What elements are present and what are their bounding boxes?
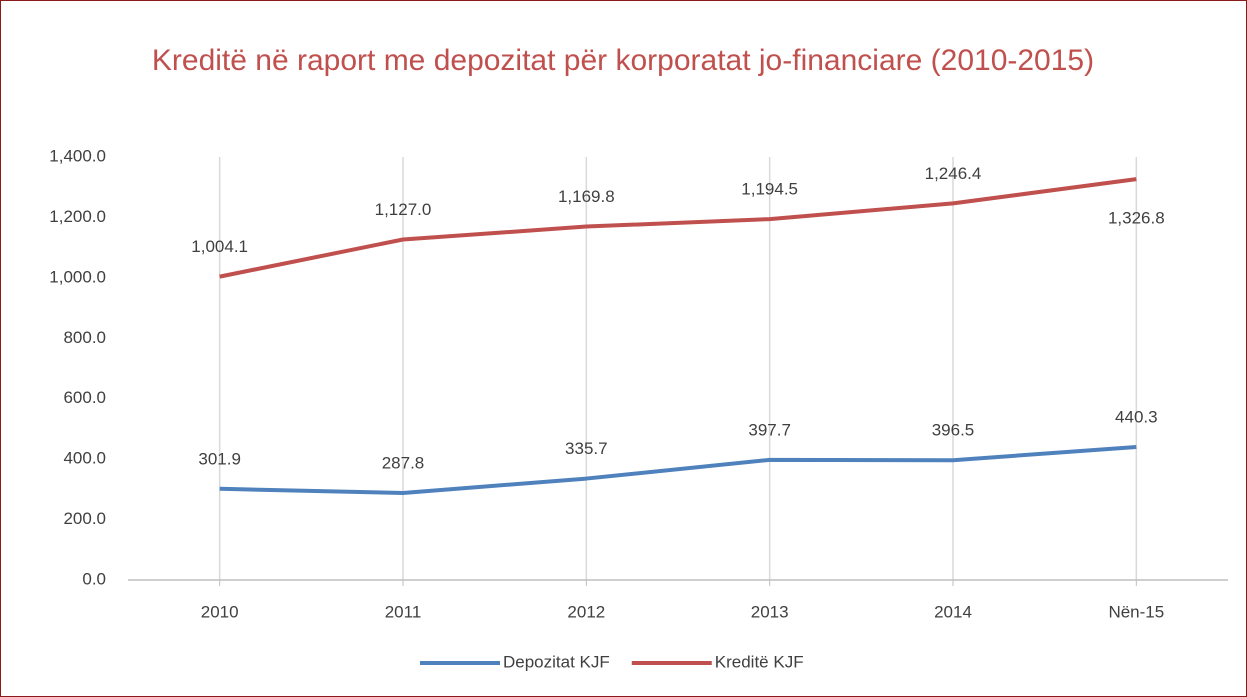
data-label: 335.7	[565, 439, 608, 458]
data-label: 396.5	[932, 421, 975, 440]
legend-label: Kreditë KJF	[715, 652, 804, 671]
series-line	[219, 444, 1137, 496]
x-tick-label: 2013	[751, 602, 789, 621]
y-tick-label: 800.0	[63, 328, 106, 347]
data-label: 1,326.8	[1108, 209, 1165, 228]
data-label: 1,004.1	[191, 237, 248, 256]
data-label: 397.7	[748, 420, 791, 439]
y-tick-label: 1,000.0	[49, 267, 106, 286]
y-tick-label: 600.0	[63, 388, 106, 407]
y-tick-label: 200.0	[63, 509, 106, 528]
data-label: 287.8	[382, 454, 425, 473]
y-tick-label: 0.0	[82, 569, 106, 588]
data-label: 301.9	[198, 449, 241, 468]
data-label: 440.3	[1115, 407, 1158, 426]
y-tick-label: 1,200.0	[49, 207, 106, 226]
x-tick-label: 2010	[201, 602, 239, 621]
legend-label: Depozitat KJF	[503, 652, 610, 671]
x-tick-label: 2011	[385, 602, 422, 621]
x-tick-label: 2012	[567, 602, 605, 621]
data-label: 1,246.4	[925, 164, 982, 183]
data-label: 1,169.8	[558, 187, 615, 206]
data-label: 1,194.5	[741, 180, 798, 199]
data-label: 1,127.0	[375, 200, 432, 219]
x-tick-label: 2014	[934, 602, 972, 621]
series-line	[219, 177, 1137, 279]
y-tick-label: 1,400.0	[49, 146, 106, 165]
chart-title: Kreditë në raport me depozitat për korpo…	[151, 44, 1095, 77]
y-tick-label: 400.0	[63, 449, 106, 468]
x-tick-label: Nën-15	[1108, 602, 1164, 621]
